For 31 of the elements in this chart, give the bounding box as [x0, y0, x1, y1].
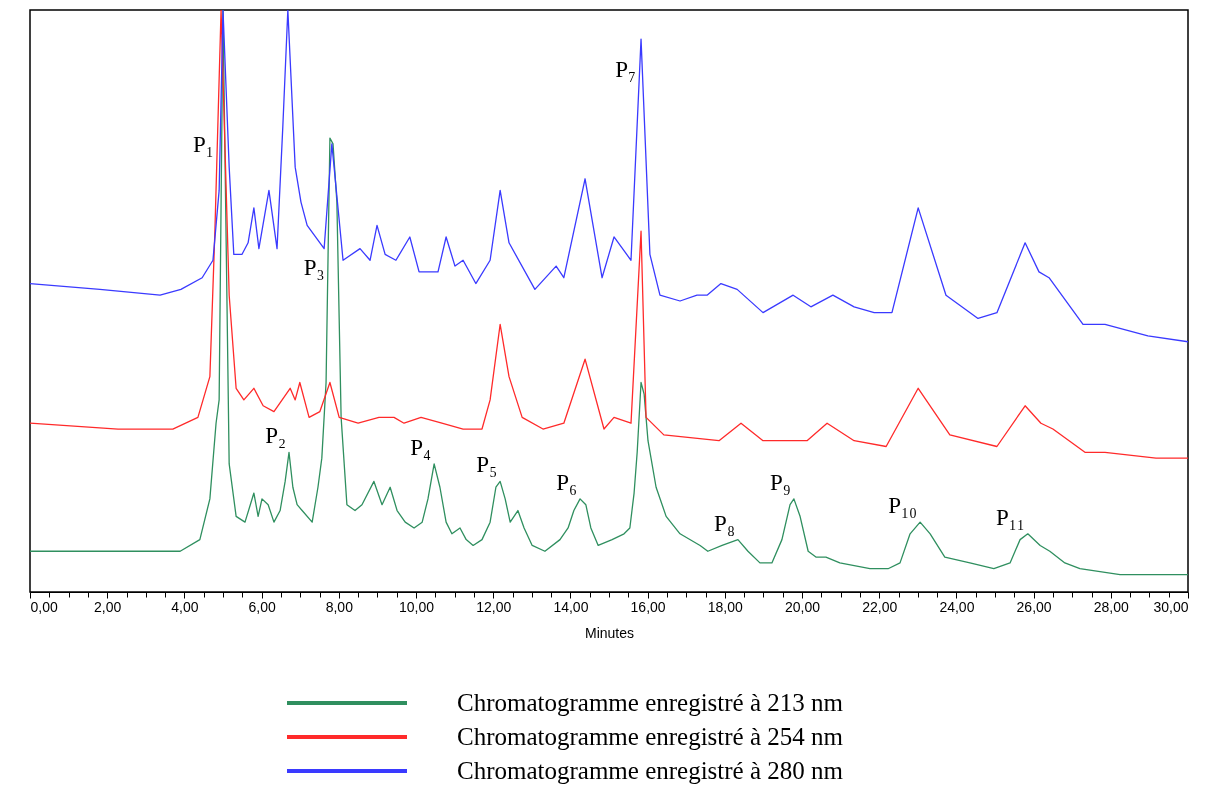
x-tick-label: 8,00	[325, 598, 354, 615]
x-tick-label: 14,00	[553, 598, 589, 615]
legend-label: Chromatogramme enregistré à 213 nm	[457, 689, 844, 716]
legend-label: Chromatogramme enregistré à 280 nm	[457, 757, 844, 784]
annotation: P₅	[476, 452, 498, 478]
x-tick-label: 6,00	[248, 598, 276, 615]
x-tick-label: 2,00	[94, 598, 122, 615]
x-tick-label: 0,00	[30, 598, 58, 615]
x-tick-label: 30,00	[1153, 598, 1189, 615]
annotation: P₈	[714, 510, 735, 536]
annotation: P₇	[615, 56, 637, 82]
x-tick-label: 12,00	[476, 598, 512, 615]
legend-label: Chromatogramme enregistré à 254 nm	[457, 723, 844, 750]
annotation: P₉	[770, 469, 791, 495]
x-tick-label: 22,00	[862, 598, 898, 615]
annotation: P₃	[303, 254, 325, 280]
annotation: P₁₀	[888, 493, 918, 519]
x-tick-label: 20,00	[784, 598, 821, 615]
x-axis-title: Minutes	[584, 624, 635, 641]
x-tick-label: 26,00	[1016, 598, 1052, 615]
annotation: P₁₁	[995, 504, 1025, 530]
x-tick-label: 18,00	[707, 598, 744, 615]
annotation: P₄	[410, 434, 432, 460]
annotation: P₁	[193, 132, 214, 158]
x-tick-label: 10,00	[398, 598, 435, 615]
x-tick-label: 4,00	[171, 598, 199, 615]
x-tick-label: 16,00	[630, 598, 666, 615]
x-tick-label: 24,00	[939, 598, 975, 615]
x-tick-label: 28,00	[1093, 598, 1130, 615]
annotation: P₂	[265, 423, 287, 449]
annotation: P₆	[556, 469, 578, 495]
